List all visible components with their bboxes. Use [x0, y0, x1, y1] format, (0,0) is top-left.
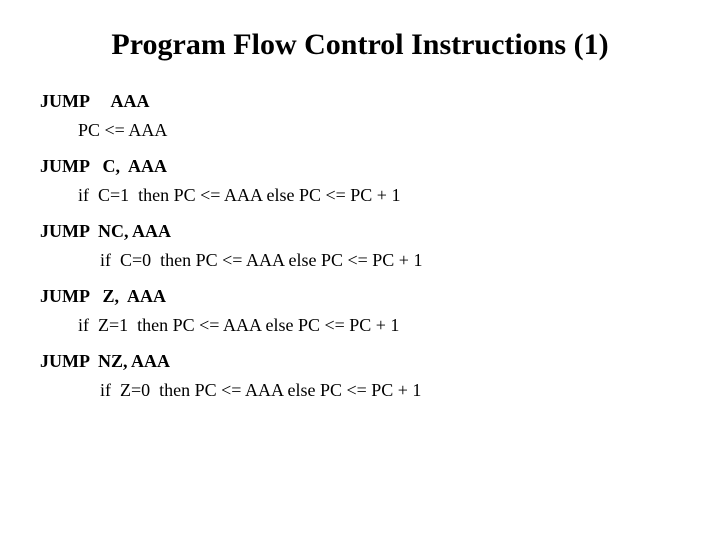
instruction-mnemonic: JUMP C, AAA: [40, 155, 680, 178]
instruction-description: PC <= AAA: [40, 119, 680, 142]
instruction-description: if C=0 then PC <= AAA else PC <= PC + 1: [40, 249, 680, 272]
instruction-description: if Z=0 then PC <= AAA else PC <= PC + 1: [40, 379, 680, 402]
slide-title: Program Flow Control Instructions (1): [40, 28, 680, 62]
instruction-mnemonic: JUMP NZ, AAA: [40, 350, 680, 373]
instruction-description: if Z=1 then PC <= AAA else PC <= PC + 1: [40, 314, 680, 337]
instruction-description: if C=1 then PC <= AAA else PC <= PC + 1: [40, 184, 680, 207]
instruction-mnemonic: JUMP AAA: [40, 90, 680, 113]
instruction-mnemonic: JUMP NC, AAA: [40, 220, 680, 243]
slide-body: JUMP AAA PC <= AAA JUMP C, AAA if C=1 th…: [40, 90, 680, 401]
instruction-mnemonic: JUMP Z, AAA: [40, 285, 680, 308]
slide: Program Flow Control Instructions (1) JU…: [0, 0, 720, 540]
